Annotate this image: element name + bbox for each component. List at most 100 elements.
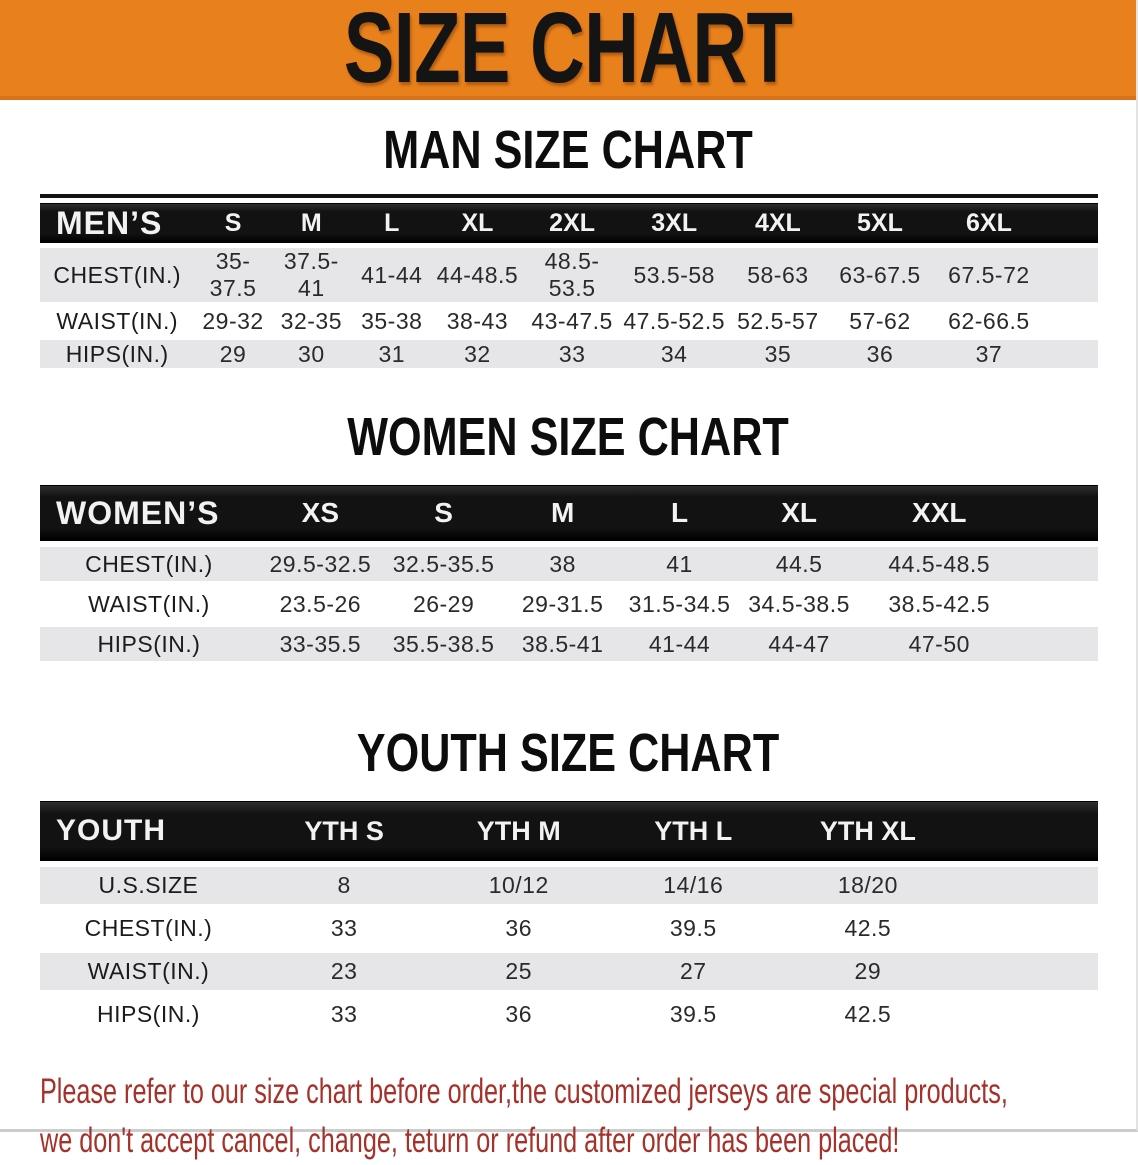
size-column-header: YTH XL [780, 801, 956, 861]
measurement-cell: 44.5-48.5 [888, 550, 991, 577]
measurement-cell: 38.5-41 [521, 630, 604, 657]
measurement-row-label: CHEST(IN.) [84, 915, 213, 941]
measurement-cell: 27 [679, 958, 707, 984]
measurement-row-label: CHEST(IN.) [85, 550, 213, 577]
size-column-header: M [504, 485, 621, 541]
measurement-row: CHEST(IN.) 29.5-32.5 32.5-35.5 38 41 44.5 44.5… [40, 547, 1098, 581]
size-column-header: 3XL [621, 203, 727, 243]
size-column-header: XL [432, 203, 523, 243]
banner-title: SIZE CHART [343, 0, 793, 100]
table-corner-label: MEN’S [40, 203, 195, 243]
cell-spacer [1019, 587, 1098, 621]
size-column-header: XXL [859, 485, 1019, 541]
measurement-cell: 39.5 [669, 1001, 717, 1027]
size-chart-banner: SIZE CHART [0, 0, 1136, 100]
measurement-cell: 34 [660, 340, 688, 367]
measurement-cell: 37.5-41 [283, 248, 339, 301]
measurement-cell: 35.5-38.5 [392, 630, 495, 657]
measurement-cell: 30 [298, 340, 325, 367]
measurement-cell: 53.5-58 [633, 261, 715, 288]
measurement-cell: 42.5 [844, 1001, 892, 1027]
youth-size-table: YOUTH YTH S YTH M YTH L YTH XL U.S.SIZE 8 10/12… [40, 795, 1098, 1039]
men-size-table: MEN’S S M L XL 2XL 3XL 4XL 5XL 6XL CHEST(IN.) 35-37… [40, 194, 1098, 373]
measurement-cell: 32 [464, 340, 491, 367]
size-column-header: YTH L [606, 801, 781, 861]
measurement-row: CHEST(IN.) 35-37.5 37.5-41 41-44 44-48.5 48.5… [40, 248, 1098, 302]
measurement-cell: 33 [558, 340, 586, 367]
measurement-cell: 26-29 [412, 590, 475, 617]
measurement-cell: 23 [330, 958, 358, 984]
measurement-cell: 44-47 [768, 630, 830, 657]
header-spacer [1018, 485, 1098, 541]
measurement-cell: 47.5-52.5 [623, 307, 726, 334]
cell-spacer [955, 953, 1098, 990]
size-column-header: 6XL [930, 203, 1048, 243]
measurement-row-label: WAIST(IN.) [56, 307, 179, 334]
size-column-header: XS [257, 485, 383, 541]
measurement-cell: 8 [337, 872, 351, 898]
measurement-cell: 48.5-53.5 [544, 248, 600, 301]
measurement-cell: 35 [764, 340, 792, 367]
measurement-row-label: CHEST(IN.) [53, 261, 182, 288]
size-header-row: WOMEN’S XS S M L XL XXL [40, 485, 1098, 541]
measurement-cell: 43-47.5 [531, 307, 613, 334]
women-section-title-text: WOMEN SIZE CHART [347, 407, 789, 467]
measurement-cell: 23.5-26 [279, 590, 362, 617]
size-column-header: M [271, 203, 352, 243]
size-column-header: YTH S [256, 801, 432, 861]
order-notice-line2-text: we don't accept cancel, change, teturn o… [40, 1121, 900, 1160]
women-table-container: WOMEN’S XS S M L XL XXL CHEST(IN.) 29.5-32.5 32.5… [40, 479, 1098, 667]
cell-spacer [955, 867, 1098, 904]
order-notice-line1-text: Please refer to our size chart before or… [40, 1072, 1008, 1111]
measurement-cell: 32-35 [280, 307, 342, 334]
size-column-header: XL [738, 485, 860, 541]
measurement-cell: 18/20 [837, 872, 898, 898]
order-notice: Please refer to our size chart before or… [40, 1067, 1136, 1165]
measurement-row: HIPS(IN.) 33-35.5 35.5-38.5 38.5-41 41-44 44-… [40, 627, 1098, 661]
measurement-row: WAIST(IN.) 23.5-26 26-29 29-31.5 31.5-34.5 34… [40, 587, 1098, 621]
measurement-row: CHEST(IN.) 33 36 39.5 42.5 [40, 910, 1098, 947]
measurement-row: WAIST(IN.) 23 25 27 29 [40, 953, 1098, 990]
measurement-cell: 44.5 [775, 550, 823, 577]
size-column-header: YTH M [431, 801, 606, 861]
measurement-cell: 38.5-42.5 [888, 590, 991, 617]
men-section-title: MAN SIZE CHART [0, 122, 1136, 178]
measurement-cell: 36 [505, 915, 533, 941]
measurement-row: HIPS(IN.) 29 30 31 32 33 34 35 36 37 [40, 340, 1098, 368]
measurement-cell: 41-44 [361, 261, 423, 288]
measurement-cell: 34.5-38.5 [748, 590, 850, 617]
measurement-row: HIPS(IN.) 33 36 39.5 42.5 [40, 996, 1098, 1033]
cell-spacer [1047, 340, 1098, 368]
measurement-cell: 67.5-72 [948, 261, 1030, 288]
measurement-cell: 29-31.5 [521, 590, 604, 617]
youth-table-container: YOUTH YTH S YTH M YTH L YTH XL U.S.SIZE 8 10/12… [40, 795, 1098, 1039]
women-section-title: WOMEN SIZE CHART [0, 409, 1136, 465]
header-spacer [1047, 203, 1098, 243]
table-corner-label: YOUTH [40, 801, 257, 861]
measurement-row-label: HIPS(IN.) [97, 630, 201, 657]
cell-spacer [955, 996, 1098, 1033]
youth-section-title-text: YOUTH SIZE CHART [356, 723, 780, 783]
size-header-row: YOUTH YTH S YTH M YTH L YTH XL [40, 801, 1098, 861]
measurement-cell: 33 [330, 1001, 358, 1027]
measurement-cell: 47-50 [908, 630, 970, 657]
measurement-cell: 29 [854, 958, 882, 984]
size-column-header: S [382, 485, 505, 541]
measurement-cell: 29 [219, 340, 247, 367]
women-size-table: WOMEN’S XS S M L XL XXL CHEST(IN.) 29.5-32.5 32.5… [40, 479, 1098, 667]
measurement-cell: 58-63 [747, 261, 809, 288]
measurement-cell: 62-66.5 [948, 307, 1030, 334]
measurement-cell: 10/12 [488, 872, 549, 898]
measurement-cell: 31 [378, 340, 406, 367]
measurement-cell: 29-32 [202, 307, 264, 334]
measurement-cell: 36 [866, 340, 894, 367]
table-corner-label: WOMEN’S [40, 485, 258, 541]
measurement-cell: 35-38 [361, 307, 423, 334]
measurement-cell: 33 [330, 915, 358, 941]
measurement-cell: 38 [549, 550, 576, 577]
measurement-cell: 32.5-35.5 [392, 550, 495, 577]
measurement-cell: 52.5-57 [737, 307, 819, 334]
measurement-cell: 44-48.5 [436, 261, 519, 288]
size-column-header: S [194, 203, 272, 243]
youth-section-title: YOUTH SIZE CHART [0, 725, 1136, 781]
